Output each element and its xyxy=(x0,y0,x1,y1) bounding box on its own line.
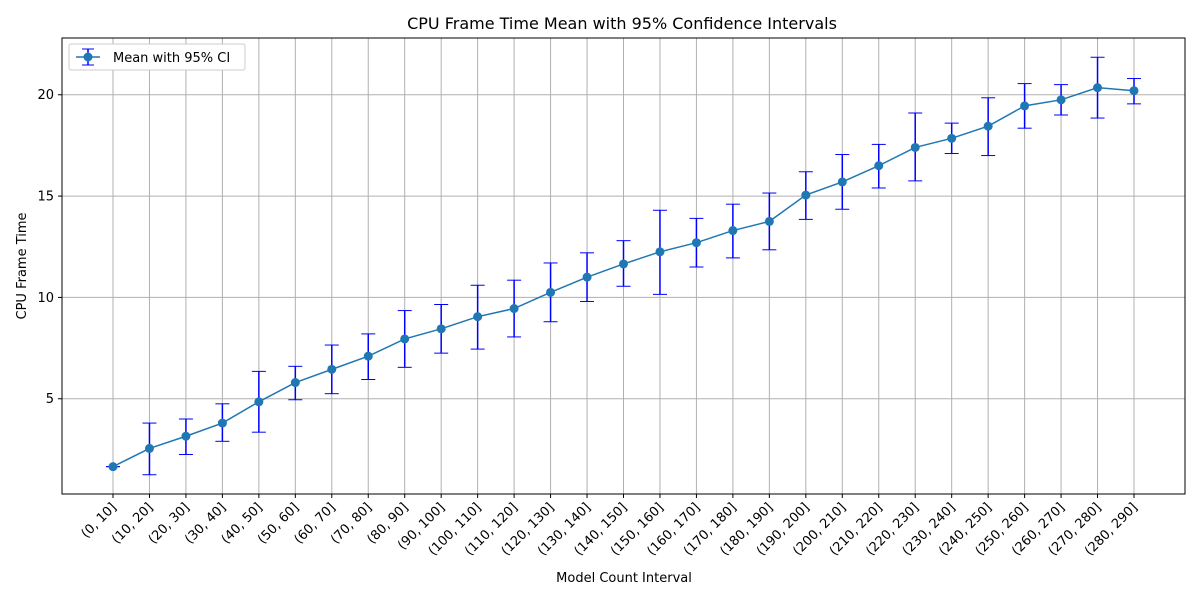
data-point xyxy=(728,226,738,236)
data-point xyxy=(691,238,701,248)
y-tick-label: 10 xyxy=(37,291,54,306)
data-point xyxy=(910,142,920,152)
data-point xyxy=(436,324,446,334)
data-point xyxy=(801,190,811,200)
y-tick-label: 15 xyxy=(37,190,54,205)
data-point xyxy=(108,462,118,472)
series-line xyxy=(108,83,1139,472)
plot-frame xyxy=(61,37,1186,495)
data-point xyxy=(947,133,957,143)
data-point xyxy=(837,177,847,187)
data-point xyxy=(1093,83,1103,93)
y-tick-label: 5 xyxy=(46,392,54,407)
data-point xyxy=(619,259,628,269)
y-ticks: 5 10 15 20 xyxy=(37,88,62,407)
chart-title: CPU Frame Time Mean with 95% Confidence … xyxy=(407,14,837,33)
data-point xyxy=(363,351,373,361)
data-point xyxy=(582,272,592,282)
legend: Mean with 95% CI xyxy=(68,43,246,71)
data-point xyxy=(400,334,410,344)
data-point xyxy=(546,287,556,297)
data-point xyxy=(509,304,519,314)
data-point xyxy=(1020,101,1030,111)
data-point xyxy=(1129,86,1139,96)
data-point xyxy=(254,397,264,407)
data-point xyxy=(290,378,300,388)
data-point xyxy=(217,418,227,428)
data-point xyxy=(874,161,884,171)
data-point xyxy=(473,312,483,322)
x-ticks: (0, 10](10, 20](20, 30](30, 40](40, 50](… xyxy=(79,494,1141,559)
y-axis-label: CPU Frame Time xyxy=(15,212,30,319)
y-tick-label: 20 xyxy=(37,88,54,103)
legend-label: Mean with 95% CI xyxy=(113,51,230,66)
data-point xyxy=(181,431,191,441)
legend-marker xyxy=(83,52,93,62)
data-point xyxy=(1056,95,1066,105)
data-point xyxy=(764,216,774,226)
legend-box xyxy=(68,43,246,71)
x-axis-label: Model Count Interval xyxy=(556,571,692,586)
data-point xyxy=(983,121,993,131)
data-point xyxy=(327,364,337,374)
data-point xyxy=(144,443,154,453)
data-point xyxy=(655,247,665,257)
